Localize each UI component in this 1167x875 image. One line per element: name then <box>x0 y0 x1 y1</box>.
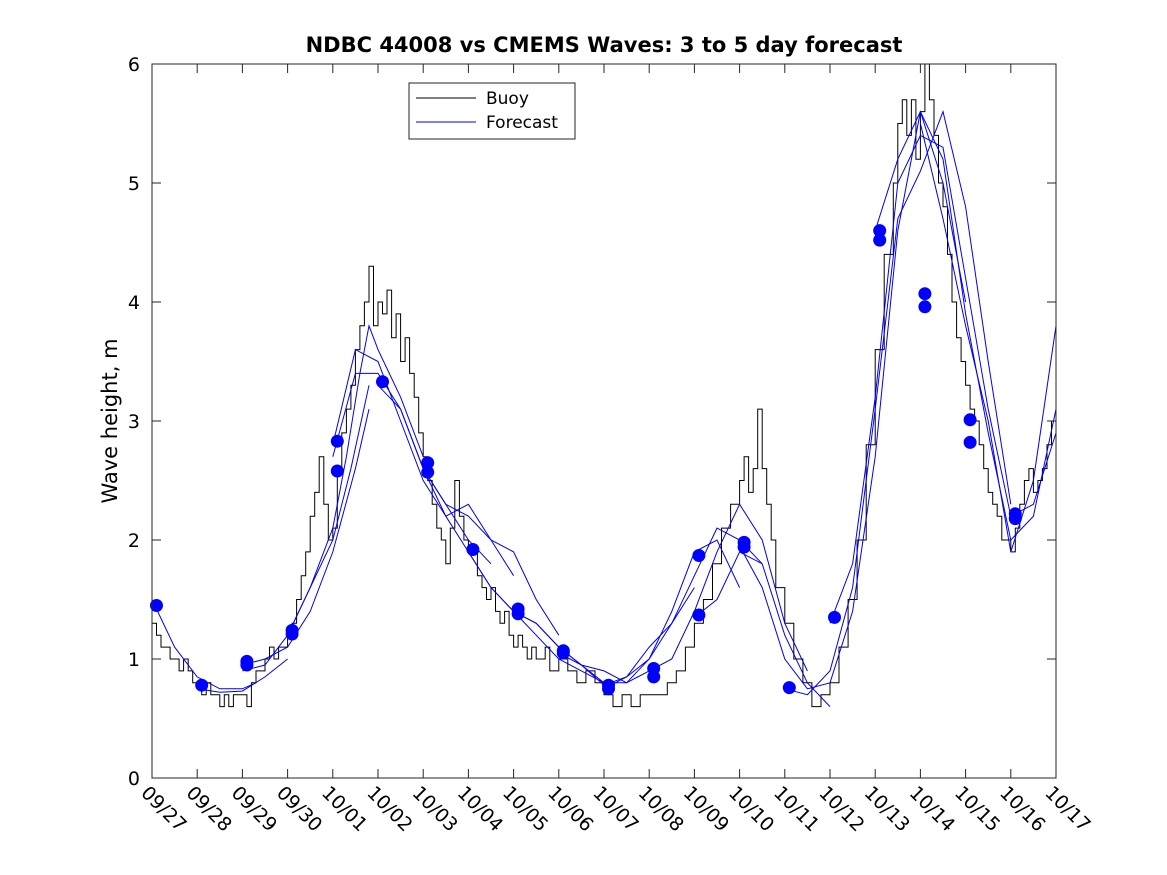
x-tick-label: 10/02 <box>362 782 416 836</box>
x-tick-label: 09/29 <box>227 782 281 836</box>
x-tick-label: 10/06 <box>543 782 597 836</box>
y-tick-label: 1 <box>128 649 140 671</box>
forecast-series-line-3 <box>242 408 370 666</box>
x-tick-label: 10/15 <box>950 782 1004 836</box>
forecast-series-line-13 <box>603 527 763 690</box>
x-tick-label: 09/30 <box>272 782 326 836</box>
forecast-marker-9 <box>376 375 389 389</box>
forecast-marker-24 <box>737 535 751 549</box>
x-tick-label: 10/08 <box>634 782 688 836</box>
x-tick-label: 10/03 <box>408 782 462 836</box>
forecast-marker-18 <box>602 678 615 692</box>
forecast-series-line-14 <box>648 503 808 672</box>
forecast-marker-2 <box>195 678 209 692</box>
forecast-series-line-20 <box>919 123 1057 553</box>
forecast-marker-11 <box>421 456 435 470</box>
y-tick-label: 6 <box>128 54 140 76</box>
y-tick-label: 3 <box>128 411 140 433</box>
forecast-series-line-19 <box>874 110 1057 542</box>
forecast-series-line-8 <box>377 384 560 636</box>
chart-title: NDBC 44008 vs CMEMS Waves: 3 to 5 day fo… <box>306 33 903 57</box>
forecast-marker-8 <box>330 434 344 448</box>
forecast-series-line-17 <box>784 109 1012 696</box>
legend: Buoy Forecast <box>408 82 576 140</box>
x-tick-label: 10/13 <box>860 782 914 836</box>
forecast-marker-21 <box>692 608 706 622</box>
x-tick-label: 10/04 <box>453 782 507 836</box>
forecast-marker-1 <box>150 599 163 612</box>
forecast-markers <box>150 224 1022 696</box>
forecast-marker-4 <box>240 654 254 668</box>
x-tick-label: 10/07 <box>588 782 642 836</box>
x-tick-label: 10/01 <box>317 782 371 836</box>
forecast-series-line-15 <box>694 551 831 707</box>
forecast-marker-20 <box>647 662 661 675</box>
forecast-marker-29 <box>918 300 932 314</box>
forecast-marker-27 <box>873 233 887 247</box>
forecast-marker-12 <box>466 543 480 556</box>
y-tick-label: 4 <box>128 292 140 314</box>
forecast-series-line-16 <box>739 111 967 690</box>
forecast-marker-34 <box>1008 507 1022 521</box>
forecast-series-line-7 <box>332 348 515 576</box>
x-tick-label: 10/14 <box>905 782 959 836</box>
legend-forecast-label: Forecast <box>486 113 558 133</box>
forecast-marker-6 <box>285 623 299 637</box>
forecast-marker-31 <box>963 435 977 449</box>
legend-box <box>408 82 576 140</box>
x-tick-label: 10/05 <box>498 782 552 836</box>
x-tick-label: 09/27 <box>136 782 190 836</box>
forecast-marker-16 <box>556 644 570 658</box>
forecast-marker-28 <box>873 224 887 238</box>
y-tick-label: 5 <box>128 173 140 195</box>
forecast-marker-32 <box>963 413 977 427</box>
forecast-series-line-1 <box>151 599 257 690</box>
forecast-series-line-2 <box>197 658 288 693</box>
plot-area: 012345609/2709/2809/2909/3010/0110/0210/… <box>128 54 1095 836</box>
plot-background <box>152 64 1056 778</box>
x-tick-label: 10/09 <box>679 782 733 836</box>
forecast-marker-22 <box>692 549 706 562</box>
x-tick-label: 10/11 <box>769 782 823 836</box>
y-tick-label: 0 <box>128 768 140 790</box>
forecast-marker-7 <box>330 464 344 478</box>
forecast-marker-30 <box>918 287 932 301</box>
forecast-marker-26 <box>828 610 841 624</box>
x-tick-label: 10/10 <box>724 782 778 836</box>
x-tick-label: 10/17 <box>1040 782 1094 836</box>
forecast-marker-14 <box>511 602 525 616</box>
x-tick-label: 10/12 <box>814 782 868 836</box>
legend-buoy-label: Buoy <box>486 89 529 109</box>
y-tick-label: 2 <box>128 530 140 552</box>
x-tick-label: 10/16 <box>995 782 1049 836</box>
forecast-marker-10 <box>421 465 435 479</box>
y-axis-label: Wave height, m <box>98 338 122 503</box>
x-tick-label: 09/28 <box>182 782 236 836</box>
forecast-marker-25 <box>782 681 796 695</box>
